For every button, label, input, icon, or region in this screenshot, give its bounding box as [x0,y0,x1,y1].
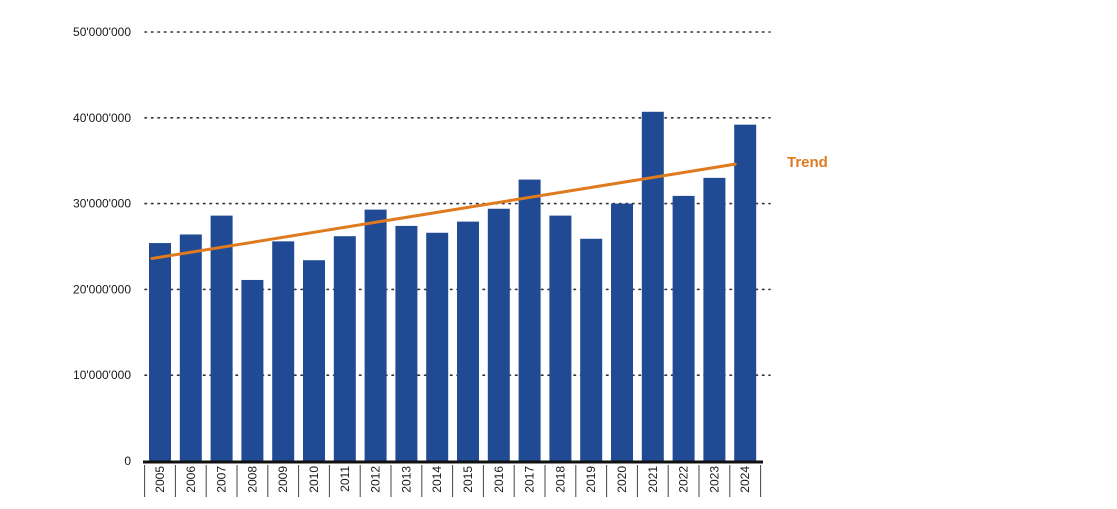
x-tick-label: 2006 [184,466,198,493]
bar-2014 [426,232,449,461]
x-tick-label: 2023 [707,466,721,493]
x-tick-label: 2024 [738,466,752,493]
y-tick-label: 0 [124,454,131,468]
x-tick-label: 2018 [553,466,567,493]
y-tick-label: 10'000'000 [73,368,131,382]
bars [149,111,757,462]
x-tick-label: 2010 [307,466,321,493]
bar-2018 [549,215,572,461]
bar-2010 [303,260,325,461]
y-tick-label: 20'000'000 [73,282,131,296]
x-tick-label: 2019 [584,466,598,493]
x-tick-label: 2012 [369,466,383,493]
x-tick-label: 2008 [245,466,259,493]
bar-2009 [272,241,295,461]
x-tick-label: 2013 [399,466,413,493]
trend-line [150,162,737,261]
bar-2008 [241,279,264,461]
x-tick-label: 2022 [677,466,691,493]
bar-2012 [364,209,387,461]
y-axis-ticks: 0 10'000'000 20'000'000 30'000'000 40'000'00… [73,25,131,468]
bar-2005 [149,243,171,461]
bar-2022 [672,195,695,462]
bar-2024 [734,124,757,461]
bar-2016 [487,208,510,461]
bar-2015 [457,221,479,461]
y-tick-label: 50'000'000 [73,25,131,39]
trend-label: Trend [787,154,828,171]
x-tick-label: 2005 [153,466,167,493]
x-tick-label: 2016 [492,466,506,493]
y-tick-label: 30'000'000 [73,197,131,211]
x-tick-label: 2021 [646,466,660,493]
bar-2023 [703,177,726,462]
bar-2006 [179,234,202,461]
x-tick-label: 2014 [430,466,444,493]
bar-2017 [518,179,541,462]
x-tick-label: 2020 [615,466,629,493]
bar-2020 [611,203,633,461]
x-tick-label: 2015 [461,466,475,493]
x-axis-ticks: 2005 2006 2007 2008 2009 2010 2011 2012 2013 2014… [144,465,762,497]
bar-2011 [333,236,356,461]
bar-2021 [641,111,664,461]
bar-2007 [210,215,233,461]
x-tick-label: 2011 [338,466,352,492]
x-tick-label: 2007 [215,466,229,493]
bar-2019 [580,238,603,461]
x-tick-label: 2009 [276,466,290,493]
y-tick-label: 40'000'000 [73,111,131,125]
x-tick-label: 2017 [523,466,537,493]
bar-2013 [395,225,418,461]
